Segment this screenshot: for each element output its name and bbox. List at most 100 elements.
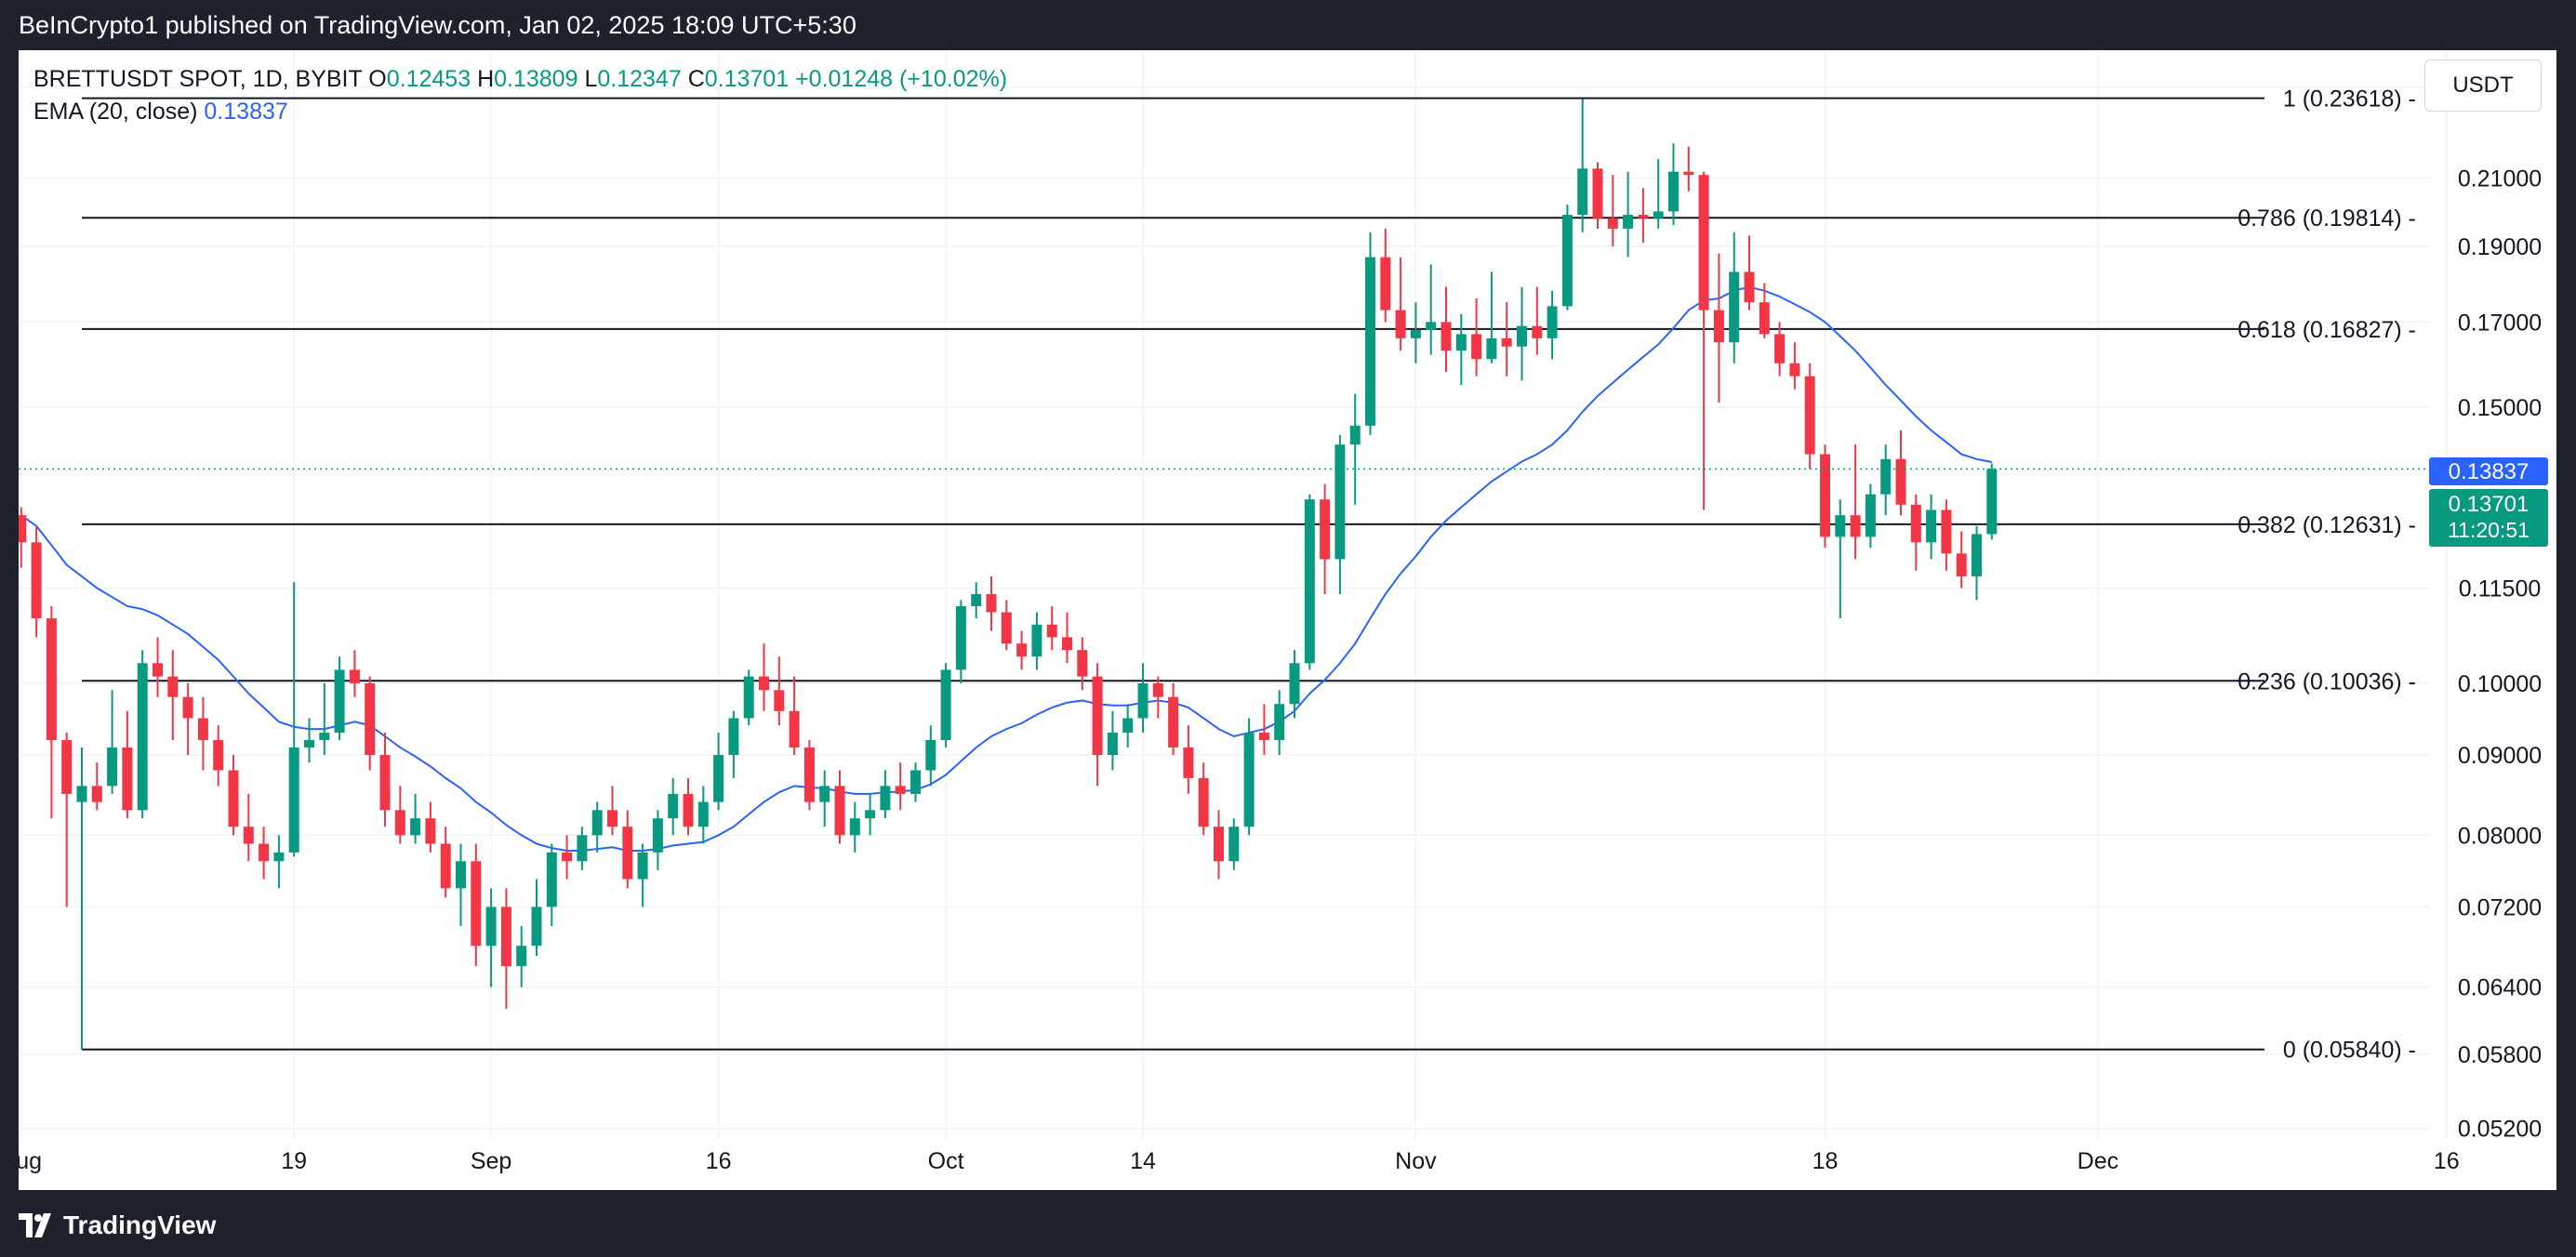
tradingview-logo[interactable]: TradingView <box>19 1210 216 1241</box>
candle-body <box>379 755 391 811</box>
candle <box>471 843 482 967</box>
candle-body <box>349 669 360 683</box>
candle <box>1835 499 1846 619</box>
candle <box>1577 99 1588 232</box>
price-chart[interactable]: 1 (0.23618) - 0.786 (0.19814) - 0.618 (0.1… <box>19 50 2556 1190</box>
countdown: 11:20:51 <box>2448 518 2530 542</box>
candle <box>1410 302 1421 364</box>
candle-body <box>1046 624 1057 638</box>
candle-body <box>1850 515 1861 537</box>
candle <box>76 747 87 1050</box>
candle-body <box>273 852 285 862</box>
candle-body <box>1152 682 1163 697</box>
candle-body <box>1016 643 1028 657</box>
candle-layer <box>19 99 1998 1050</box>
candle-body <box>759 676 769 691</box>
candle <box>349 650 360 697</box>
candle <box>955 600 966 683</box>
candle-body <box>1698 175 1709 311</box>
legend-ema-row[interactable]: EMA (20, close) 0.13837 <box>33 96 1007 128</box>
candle-body <box>955 605 966 670</box>
candle-body <box>562 852 573 862</box>
candle-body <box>91 786 102 802</box>
candle <box>516 926 527 987</box>
candle <box>1486 271 1497 364</box>
candle-body <box>591 810 603 836</box>
candle <box>1501 302 1512 377</box>
ema-badge-bg <box>2429 457 2548 485</box>
price-badge: 0.13701 <box>2449 492 2530 517</box>
candle <box>1349 393 1361 505</box>
candle <box>1152 676 1163 719</box>
candle-body <box>394 810 405 836</box>
candle <box>1258 704 1269 756</box>
candle <box>849 801 860 853</box>
currency-button[interactable]: USDT <box>2424 60 2542 112</box>
price-tick-label: 0.05800 <box>2458 1042 2542 1068</box>
candle-body <box>1349 425 1361 445</box>
candle-body <box>819 786 830 802</box>
legend-high-value: 0.13809 <box>494 66 578 92</box>
candle-body <box>1501 337 1512 347</box>
candle <box>1729 232 1740 364</box>
candle-body <box>986 593 997 613</box>
tradingview-logo-icon <box>19 1213 51 1237</box>
candle <box>759 643 769 711</box>
candle-body <box>1471 334 1482 360</box>
candle-body <box>895 786 906 794</box>
candle-body <box>637 852 648 880</box>
time-tick-label: Dec <box>2078 1148 2118 1174</box>
candle-body <box>1122 718 1134 734</box>
candle <box>1122 704 1134 748</box>
candle <box>774 656 785 726</box>
time-tick-label: 16 <box>2434 1148 2460 1174</box>
candle <box>1274 690 1285 756</box>
candle-body <box>1804 376 1815 455</box>
chart-panel[interactable]: 1 (0.23618) - 0.786 (0.19814) - 0.618 (0.1… <box>19 50 2556 1190</box>
candle <box>1092 663 1103 787</box>
candle <box>107 690 118 794</box>
price-tick-label: 0.15000 <box>2458 395 2542 421</box>
legend-open-value: 0.12453 <box>386 66 471 92</box>
candle <box>456 843 466 927</box>
candle <box>819 770 830 827</box>
candle <box>304 718 314 763</box>
candle <box>394 786 405 844</box>
candle-body <box>1274 704 1285 740</box>
candle-body <box>925 739 936 771</box>
candle <box>1972 525 1982 601</box>
candle <box>1683 146 1694 192</box>
candle-body <box>1289 663 1300 705</box>
candle <box>1865 483 1876 549</box>
candle <box>1607 175 1618 246</box>
candle <box>1789 342 1800 390</box>
candle-body <box>622 827 633 880</box>
candle-body <box>683 793 694 827</box>
candle <box>577 827 588 870</box>
candle <box>683 777 694 836</box>
candle-body <box>243 827 254 844</box>
legend-low-label: L <box>584 66 598 92</box>
candle-body <box>1137 682 1149 719</box>
candle <box>500 888 511 1009</box>
price-tick-label: 0.17000 <box>2458 310 2542 336</box>
candle <box>910 762 921 802</box>
candle-body <box>1623 215 1634 229</box>
candle <box>1046 605 1057 651</box>
candle <box>1395 257 1406 351</box>
candle-body <box>425 818 436 844</box>
time-tick-label: 19 <box>281 1148 307 1174</box>
candle <box>1228 818 1240 870</box>
time-tick-label: Sep <box>471 1148 511 1174</box>
legend-ohlc-row: BRETTUSDT SPOT, 1D, BYBIT O0.12453 H0.13… <box>33 63 1007 96</box>
candle <box>319 682 330 756</box>
candle-body <box>1243 733 1255 827</box>
candle <box>1304 494 1315 670</box>
legend-high-label: H <box>477 66 495 92</box>
price-tick-label: 0.10000 <box>2458 671 2542 697</box>
candle-body <box>1365 257 1375 426</box>
candle-body <box>1986 469 1998 535</box>
candle-body <box>197 718 208 740</box>
candle-body <box>1668 171 1679 212</box>
candle-body <box>1789 363 1800 377</box>
